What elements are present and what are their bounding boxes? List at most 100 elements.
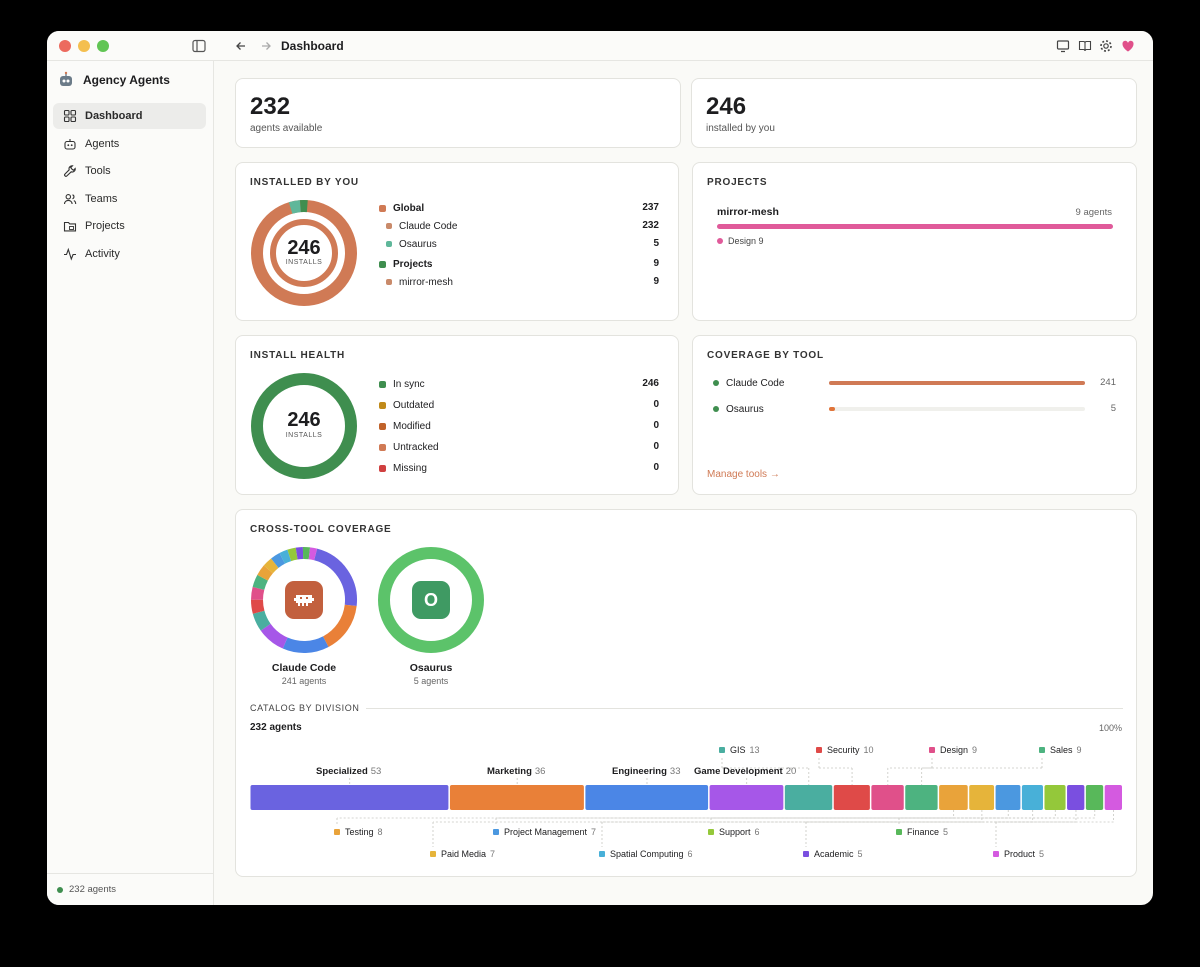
cross-tool-card: CROSS-TOOL COVERAGE Claude Code 241 agen…: [235, 509, 1137, 877]
claude-ring-segment-gis: [252, 610, 271, 631]
health-row-untracked: Untracked: [379, 440, 439, 454]
donut-inner: [270, 219, 338, 287]
status-dot-icon: [713, 380, 719, 386]
sidebar-item-label: Tools: [85, 165, 111, 177]
catalog-percent: 100%: [1098, 723, 1122, 733]
project-tag: Design 9: [717, 236, 764, 246]
catalog-bar-engineering[interactable]: [585, 785, 709, 810]
legend-label: mirror-mesh: [399, 276, 453, 288]
monitor-icon[interactable]: [1055, 38, 1071, 54]
legend-value: 0: [653, 462, 659, 473]
users-icon: [63, 193, 77, 204]
legend-label: Missing: [393, 462, 427, 474]
legend-value: 237: [642, 202, 659, 213]
catalog-bar-paid-media[interactable]: [969, 785, 995, 810]
division-label-testing: Testing 8: [334, 827, 383, 837]
legend-label: Claude Code: [399, 220, 458, 232]
sidebar-item-teams[interactable]: Teams: [53, 186, 206, 212]
minimize-window-button[interactable]: [78, 40, 90, 52]
division-label-specialized: Specialized 53: [316, 766, 382, 777]
legend-swatch: [379, 401, 386, 409]
legend-swatch: [379, 204, 386, 212]
catalog-bar-gis[interactable]: [784, 785, 833, 810]
sidebar-item-label: Activity: [85, 247, 120, 260]
sidebar-nav: Dashboard Agents Tools Teams Projects Ac…: [53, 103, 206, 268]
grid-icon: [63, 109, 77, 123]
claude-ring-segment-academic: [295, 547, 304, 560]
zoom-window-button[interactable]: [97, 40, 109, 52]
osaurus-tool-count: 5 agents: [413, 676, 449, 686]
sidebar-item-agents[interactable]: Agents: [53, 131, 206, 157]
legend-value: 0: [653, 399, 659, 410]
sidebar-item-label: Teams: [85, 192, 118, 205]
claude-ring-segment-engineering: [282, 636, 329, 653]
titlebar: Dashboard: [47, 31, 1153, 61]
catalog-bar-product[interactable]: [1104, 785, 1122, 810]
sidebar-toggle-icon[interactable]: [191, 38, 207, 54]
catalog-bar-game-development[interactable]: [709, 785, 784, 810]
division-label-academic: Academic 5: [803, 849, 863, 859]
catalog-bar-testing[interactable]: [939, 785, 968, 810]
division-label-design: Design 9: [929, 745, 977, 755]
legend-osaurus: Osaurus: [386, 237, 437, 251]
installed-value: 246: [706, 93, 747, 120]
division-label-finance: Finance 5: [896, 827, 948, 837]
legend-value: 9: [653, 276, 659, 287]
catalog-bar-project-management[interactable]: [995, 785, 1021, 810]
catalog-divider: [366, 708, 1123, 709]
sidebar-item-activity[interactable]: Activity: [53, 241, 206, 267]
legend-label: In sync: [393, 378, 425, 390]
claude-ring-segment-marketing: [322, 604, 357, 647]
book-icon[interactable]: [1077, 38, 1093, 54]
cross-tool-title: CROSS-TOOL COVERAGE: [250, 524, 392, 535]
catalog-bar-spatial-computing[interactable]: [1021, 785, 1043, 810]
division-label-engineering: Engineering 33: [612, 766, 681, 777]
installed-by-you-title: INSTALLED BY YOU: [250, 177, 359, 188]
catalog-bar-support[interactable]: [1044, 785, 1066, 810]
catalog-bar-design[interactable]: [871, 785, 904, 810]
claude-ring-segment-design: [251, 586, 265, 600]
legend-value: 246: [642, 378, 659, 389]
status-dot-icon: [713, 406, 719, 412]
claude-ring-segment-testing: [257, 565, 274, 581]
claude-icon: [285, 581, 323, 619]
manage-tools-link[interactable]: Manage tools →: [707, 469, 780, 480]
division-label-sales: Sales 9: [1039, 745, 1082, 755]
sidebar-item-label: Dashboard: [85, 110, 143, 122]
catalog-bar-academic[interactable]: [1067, 785, 1085, 810]
coverage-row-osaurus: Osaurus: [713, 402, 764, 416]
app-window: Dashboard Agency Agents Dashboard Agents…: [47, 31, 1153, 905]
catalog-bar-specialized[interactable]: [250, 785, 449, 810]
heart-icon[interactable]: [1120, 38, 1136, 54]
gear-icon[interactable]: [1098, 38, 1114, 54]
catalog-bar-security[interactable]: [833, 785, 870, 810]
sidebar-item-projects[interactable]: Projects: [53, 213, 206, 239]
project-name[interactable]: mirror-mesh: [717, 206, 779, 218]
coverage-label: Claude Code: [726, 377, 785, 389]
back-arrow-icon[interactable]: [233, 38, 249, 54]
projects-card: PROJECTS mirror-mesh 9 agents Design 9: [692, 162, 1137, 321]
catalog-bar-finance[interactable]: [1085, 785, 1104, 810]
division-label-marketing: Marketing 36: [487, 766, 546, 777]
project-bar-track: [717, 224, 1113, 229]
health-row-missing: Missing: [379, 461, 427, 475]
claude-ring-segment-project-management: [271, 553, 286, 568]
catalog-bar-marketing[interactable]: [449, 785, 584, 810]
legend-value: 0: [653, 441, 659, 452]
catalog-title: CATALOG BY DIVISION: [250, 703, 360, 713]
sidebar-item-tools[interactable]: Tools: [53, 158, 206, 184]
division-label-gis: GIS 13: [719, 745, 760, 755]
claude-ring-segment-spatial-computing: [279, 549, 292, 564]
claude-ring-segment-sales: [252, 574, 268, 591]
legend-label: Global: [393, 202, 425, 214]
tag-dot-icon: [717, 238, 723, 244]
health-row-in-sync: In sync: [379, 377, 425, 391]
close-window-button[interactable]: [59, 40, 71, 52]
forward-arrow-icon[interactable]: [258, 38, 274, 54]
brand: Agency Agents: [57, 70, 170, 90]
catalog-bar-sales[interactable]: [905, 785, 938, 810]
legend-value: 232: [642, 220, 659, 231]
legend-mirror-mesh: mirror-mesh: [386, 275, 453, 289]
sidebar-item-dashboard[interactable]: Dashboard: [53, 103, 206, 129]
coverage-value: 5: [1110, 403, 1116, 414]
